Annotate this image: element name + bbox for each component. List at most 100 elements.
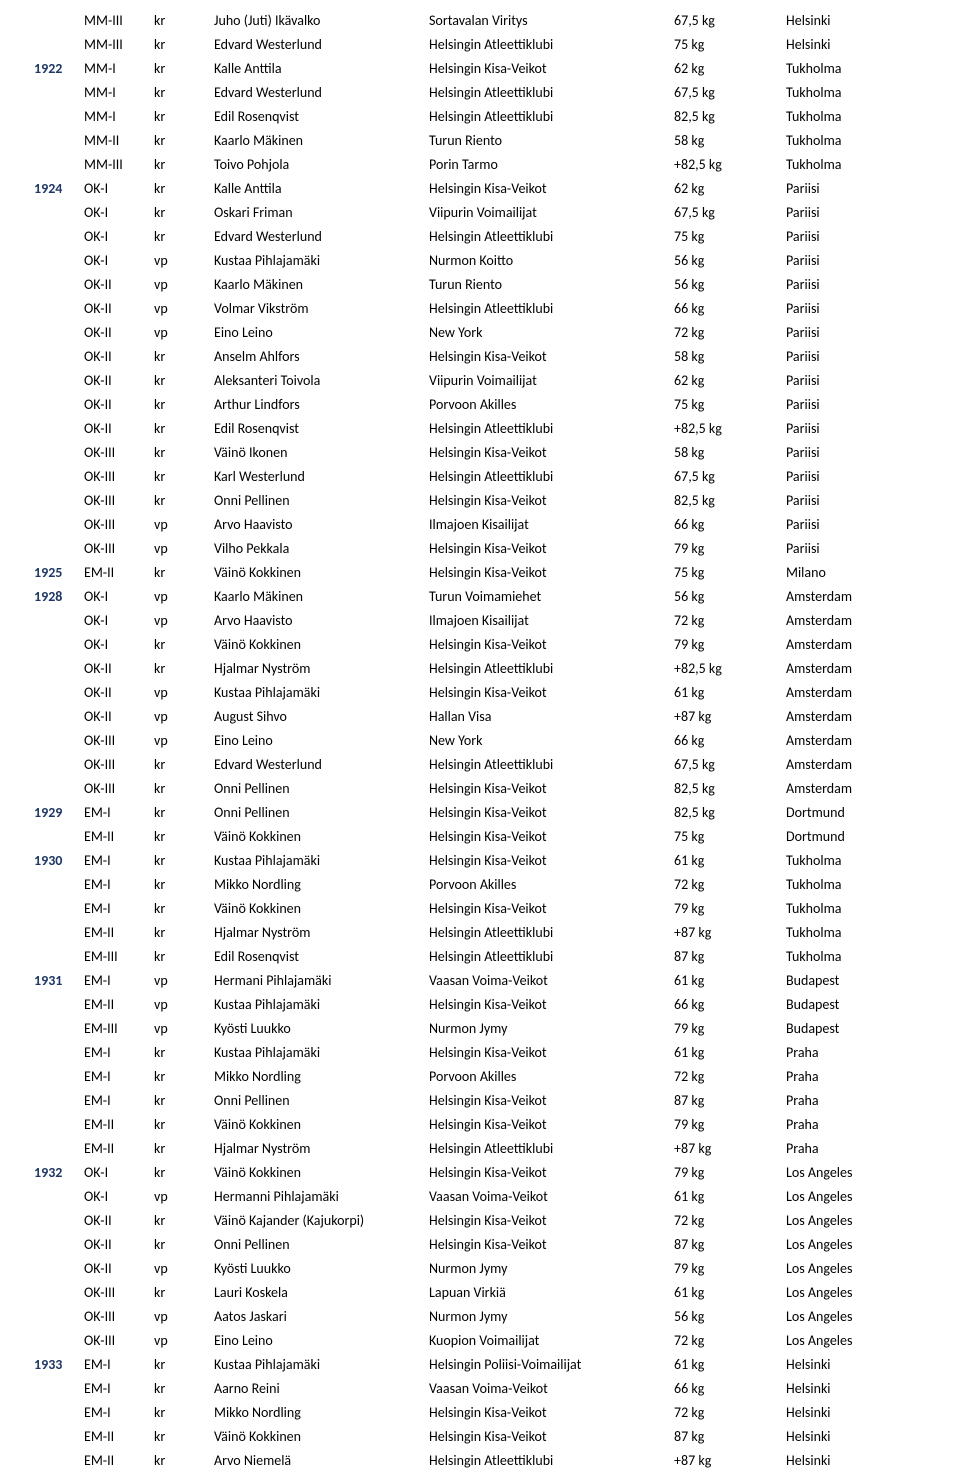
weight-cell: 75 kg (672, 32, 784, 56)
results-table: MM-IIIkrJuho (Juti) IkävalkoSortavalan V… (32, 8, 928, 1472)
athlete-name-cell: Aleksanteri Toivola (212, 368, 427, 392)
city-cell: Budapest (784, 1016, 928, 1040)
year-cell (32, 104, 82, 128)
competition-cell: EM-I (82, 1088, 152, 1112)
city-cell: Pariisi (784, 440, 928, 464)
year-cell (32, 1304, 82, 1328)
competition-cell: OK-I (82, 632, 152, 656)
athlete-name-cell: Hermani Pihlajamäki (212, 968, 427, 992)
table-row: OK-IvpHermanni PihlajamäkiVaasan Voima-V… (32, 1184, 928, 1208)
style-cell: kr (152, 560, 212, 584)
year-cell (32, 1064, 82, 1088)
club-cell: Helsingin Atleettiklubi (427, 224, 672, 248)
weight-cell: 62 kg (672, 56, 784, 80)
competition-cell: EM-I (82, 896, 152, 920)
style-cell: kr (152, 416, 212, 440)
competition-cell: EM-II (82, 920, 152, 944)
weight-cell: 67,5 kg (672, 200, 784, 224)
table-row: 1928OK-IvpKaarlo MäkinenTurun Voimamiehe… (32, 584, 928, 608)
city-cell: Amsterdam (784, 728, 928, 752)
city-cell: Pariisi (784, 296, 928, 320)
style-cell: kr (152, 1376, 212, 1400)
style-cell: kr (152, 464, 212, 488)
table-row: EM-IIkrVäinö KokkinenHelsingin Kisa-Veik… (32, 1424, 928, 1448)
year-cell (32, 80, 82, 104)
style-cell: kr (152, 32, 212, 56)
year-cell (32, 512, 82, 536)
athlete-name-cell: Hermanni Pihlajamäki (212, 1184, 427, 1208)
weight-cell: 67,5 kg (672, 8, 784, 32)
year-cell (32, 368, 82, 392)
city-cell: Helsinki (784, 1376, 928, 1400)
club-cell: Helsingin Atleettiklubi (427, 944, 672, 968)
city-cell: Praha (784, 1040, 928, 1064)
competition-cell: EM-II (82, 1136, 152, 1160)
style-cell: kr (152, 1040, 212, 1064)
athlete-name-cell: Mikko Nordling (212, 1064, 427, 1088)
weight-cell: 58 kg (672, 440, 784, 464)
athlete-name-cell: Kustaa Pihlajamäki (212, 848, 427, 872)
weight-cell: +82,5 kg (672, 656, 784, 680)
athlete-name-cell: Väinö Kokkinen (212, 896, 427, 920)
table-row: OK-IIIvpAatos JaskariNurmon Jymy56 kgLos… (32, 1304, 928, 1328)
athlete-name-cell: Kaarlo Mäkinen (212, 584, 427, 608)
year-cell (32, 608, 82, 632)
club-cell: Viipurin Voimailijat (427, 200, 672, 224)
table-row: 1929EM-IkrOnni PellinenHelsingin Kisa-Ve… (32, 800, 928, 824)
competition-cell: OK-II (82, 704, 152, 728)
year-cell (32, 1184, 82, 1208)
table-row: OK-IIkrAleksanteri ToivolaViipurin Voima… (32, 368, 928, 392)
style-cell: kr (152, 1448, 212, 1472)
athlete-name-cell: Edil Rosenqvist (212, 104, 427, 128)
table-row: OK-IIvpVolmar VikströmHelsingin Atleetti… (32, 296, 928, 320)
club-cell: Helsingin Kisa-Veikot (427, 56, 672, 80)
city-cell: Dortmund (784, 800, 928, 824)
year-cell (32, 680, 82, 704)
competition-cell: MM-III (82, 32, 152, 56)
city-cell: Helsinki (784, 1448, 928, 1472)
style-cell: vp (152, 968, 212, 992)
city-cell: Helsinki (784, 1352, 928, 1376)
athlete-name-cell: Kustaa Pihlajamäki (212, 680, 427, 704)
table-row: MM-IkrEdvard WesterlundHelsingin Atleett… (32, 80, 928, 104)
club-cell: Porvoon Akilles (427, 1064, 672, 1088)
club-cell: Helsingin Kisa-Veikot (427, 1112, 672, 1136)
weight-cell: 66 kg (672, 1376, 784, 1400)
style-cell: kr (152, 848, 212, 872)
competition-cell: OK-III (82, 464, 152, 488)
club-cell: New York (427, 320, 672, 344)
table-row: OK-IIIkrEdvard WesterlundHelsingin Atlee… (32, 752, 928, 776)
year-cell (32, 248, 82, 272)
city-cell: Pariisi (784, 248, 928, 272)
style-cell: kr (152, 128, 212, 152)
table-row: EM-IkrOnni PellinenHelsingin Kisa-Veikot… (32, 1088, 928, 1112)
club-cell: Porvoon Akilles (427, 872, 672, 896)
style-cell: kr (152, 488, 212, 512)
table-row: 1931EM-IvpHermani PihlajamäkiVaasan Voim… (32, 968, 928, 992)
style-cell: kr (152, 152, 212, 176)
weight-cell: 79 kg (672, 1112, 784, 1136)
year-cell: 1925 (32, 560, 82, 584)
athlete-name-cell: Edvard Westerlund (212, 80, 427, 104)
year-cell (32, 488, 82, 512)
club-cell: Turun Voimamiehet (427, 584, 672, 608)
weight-cell: 62 kg (672, 368, 784, 392)
weight-cell: 75 kg (672, 824, 784, 848)
athlete-name-cell: Mikko Nordling (212, 872, 427, 896)
city-cell: Pariisi (784, 272, 928, 296)
city-cell: Los Angeles (784, 1328, 928, 1352)
table-row: OK-IIIvpEino LeinoNew York66 kgAmsterdam (32, 728, 928, 752)
weight-cell: 66 kg (672, 992, 784, 1016)
table-row: 1924OK-IkrKalle AnttilaHelsingin Kisa-Ve… (32, 176, 928, 200)
club-cell: Helsingin Kisa-Veikot (427, 992, 672, 1016)
year-cell (32, 200, 82, 224)
competition-cell: EM-I (82, 1352, 152, 1376)
club-cell: Kuopion Voimailijat (427, 1328, 672, 1352)
weight-cell: 75 kg (672, 560, 784, 584)
year-cell (32, 1040, 82, 1064)
table-row: OK-IIIvpVilho PekkalaHelsingin Kisa-Veik… (32, 536, 928, 560)
city-cell: Tukholma (784, 872, 928, 896)
athlete-name-cell: Kalle Anttila (212, 56, 427, 80)
city-cell: Milano (784, 560, 928, 584)
athlete-name-cell: Kalle Anttila (212, 176, 427, 200)
